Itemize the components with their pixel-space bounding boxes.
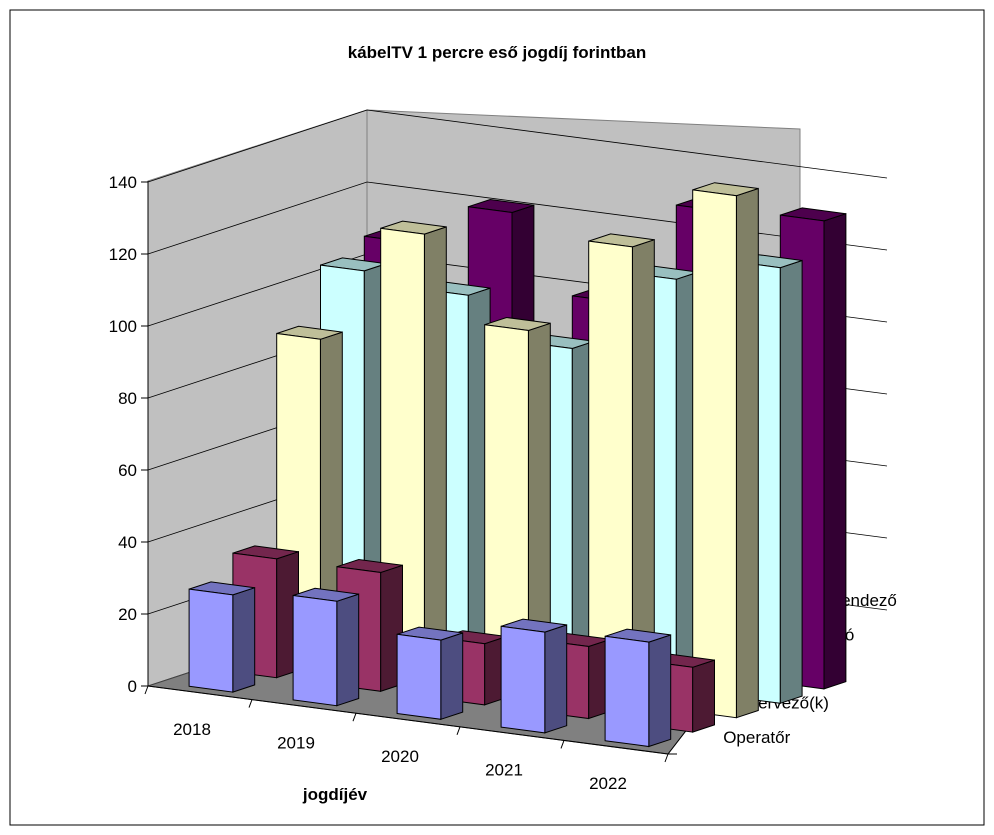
bar-side <box>423 226 447 678</box>
bar-front <box>396 633 442 720</box>
chart-title: kábelTV 1 percre eső jogdíj forintban <box>348 43 647 62</box>
x-tick <box>560 740 565 749</box>
bar-front <box>500 625 546 734</box>
series-label: Operatőr <box>723 728 790 747</box>
bar-side <box>823 213 847 690</box>
x-tick <box>664 753 669 763</box>
y-tick-label: 40 <box>118 533 137 552</box>
y-tick-label: 140 <box>109 173 137 192</box>
y-tick-label: 100 <box>109 317 137 336</box>
bar-side <box>544 624 568 734</box>
bar <box>292 587 360 707</box>
y-axis-ticks: 0 20 40 60 80 100 120 140 <box>109 173 148 696</box>
y-tick-label: 20 <box>118 605 137 624</box>
x-tick <box>352 713 357 722</box>
bar <box>188 581 256 693</box>
bar-side <box>692 659 715 733</box>
bar-front <box>188 588 234 693</box>
bar-side <box>735 187 759 719</box>
bar <box>604 628 672 748</box>
x-tick-label: 2020 <box>381 747 419 766</box>
x-tick-label: 2021 <box>485 761 523 780</box>
bar-front <box>292 594 338 707</box>
x-tick-label: 2018 <box>173 720 211 739</box>
y-tick-label: 0 <box>128 677 137 696</box>
bar <box>396 626 464 720</box>
bar-side <box>648 634 672 748</box>
x-tick <box>456 726 461 735</box>
x-tick <box>144 685 149 695</box>
bar <box>692 182 759 719</box>
x-axis-line <box>147 685 669 755</box>
bar <box>484 316 551 692</box>
bar-front <box>604 635 650 748</box>
bar-front <box>692 189 737 719</box>
bar-side <box>779 259 803 704</box>
bars <box>188 182 847 748</box>
x-tick-label: 2022 <box>589 774 627 793</box>
bar-side <box>232 587 256 693</box>
gridline <box>147 109 888 183</box>
x-tick-label: 2019 <box>277 733 315 752</box>
bar-side <box>440 632 464 720</box>
y-tick-label: 80 <box>118 389 137 408</box>
x-axis-ticks: 2018 2019 2020 2021 2022 <box>144 685 669 793</box>
bar <box>588 233 655 705</box>
y-tick-label: 120 <box>109 245 137 264</box>
y-tick-label: 60 <box>118 461 137 480</box>
x-axis-title: jogdíjév <box>302 785 368 804</box>
x-tick <box>248 699 253 708</box>
bar-side <box>336 593 360 707</box>
bar <box>500 618 568 734</box>
